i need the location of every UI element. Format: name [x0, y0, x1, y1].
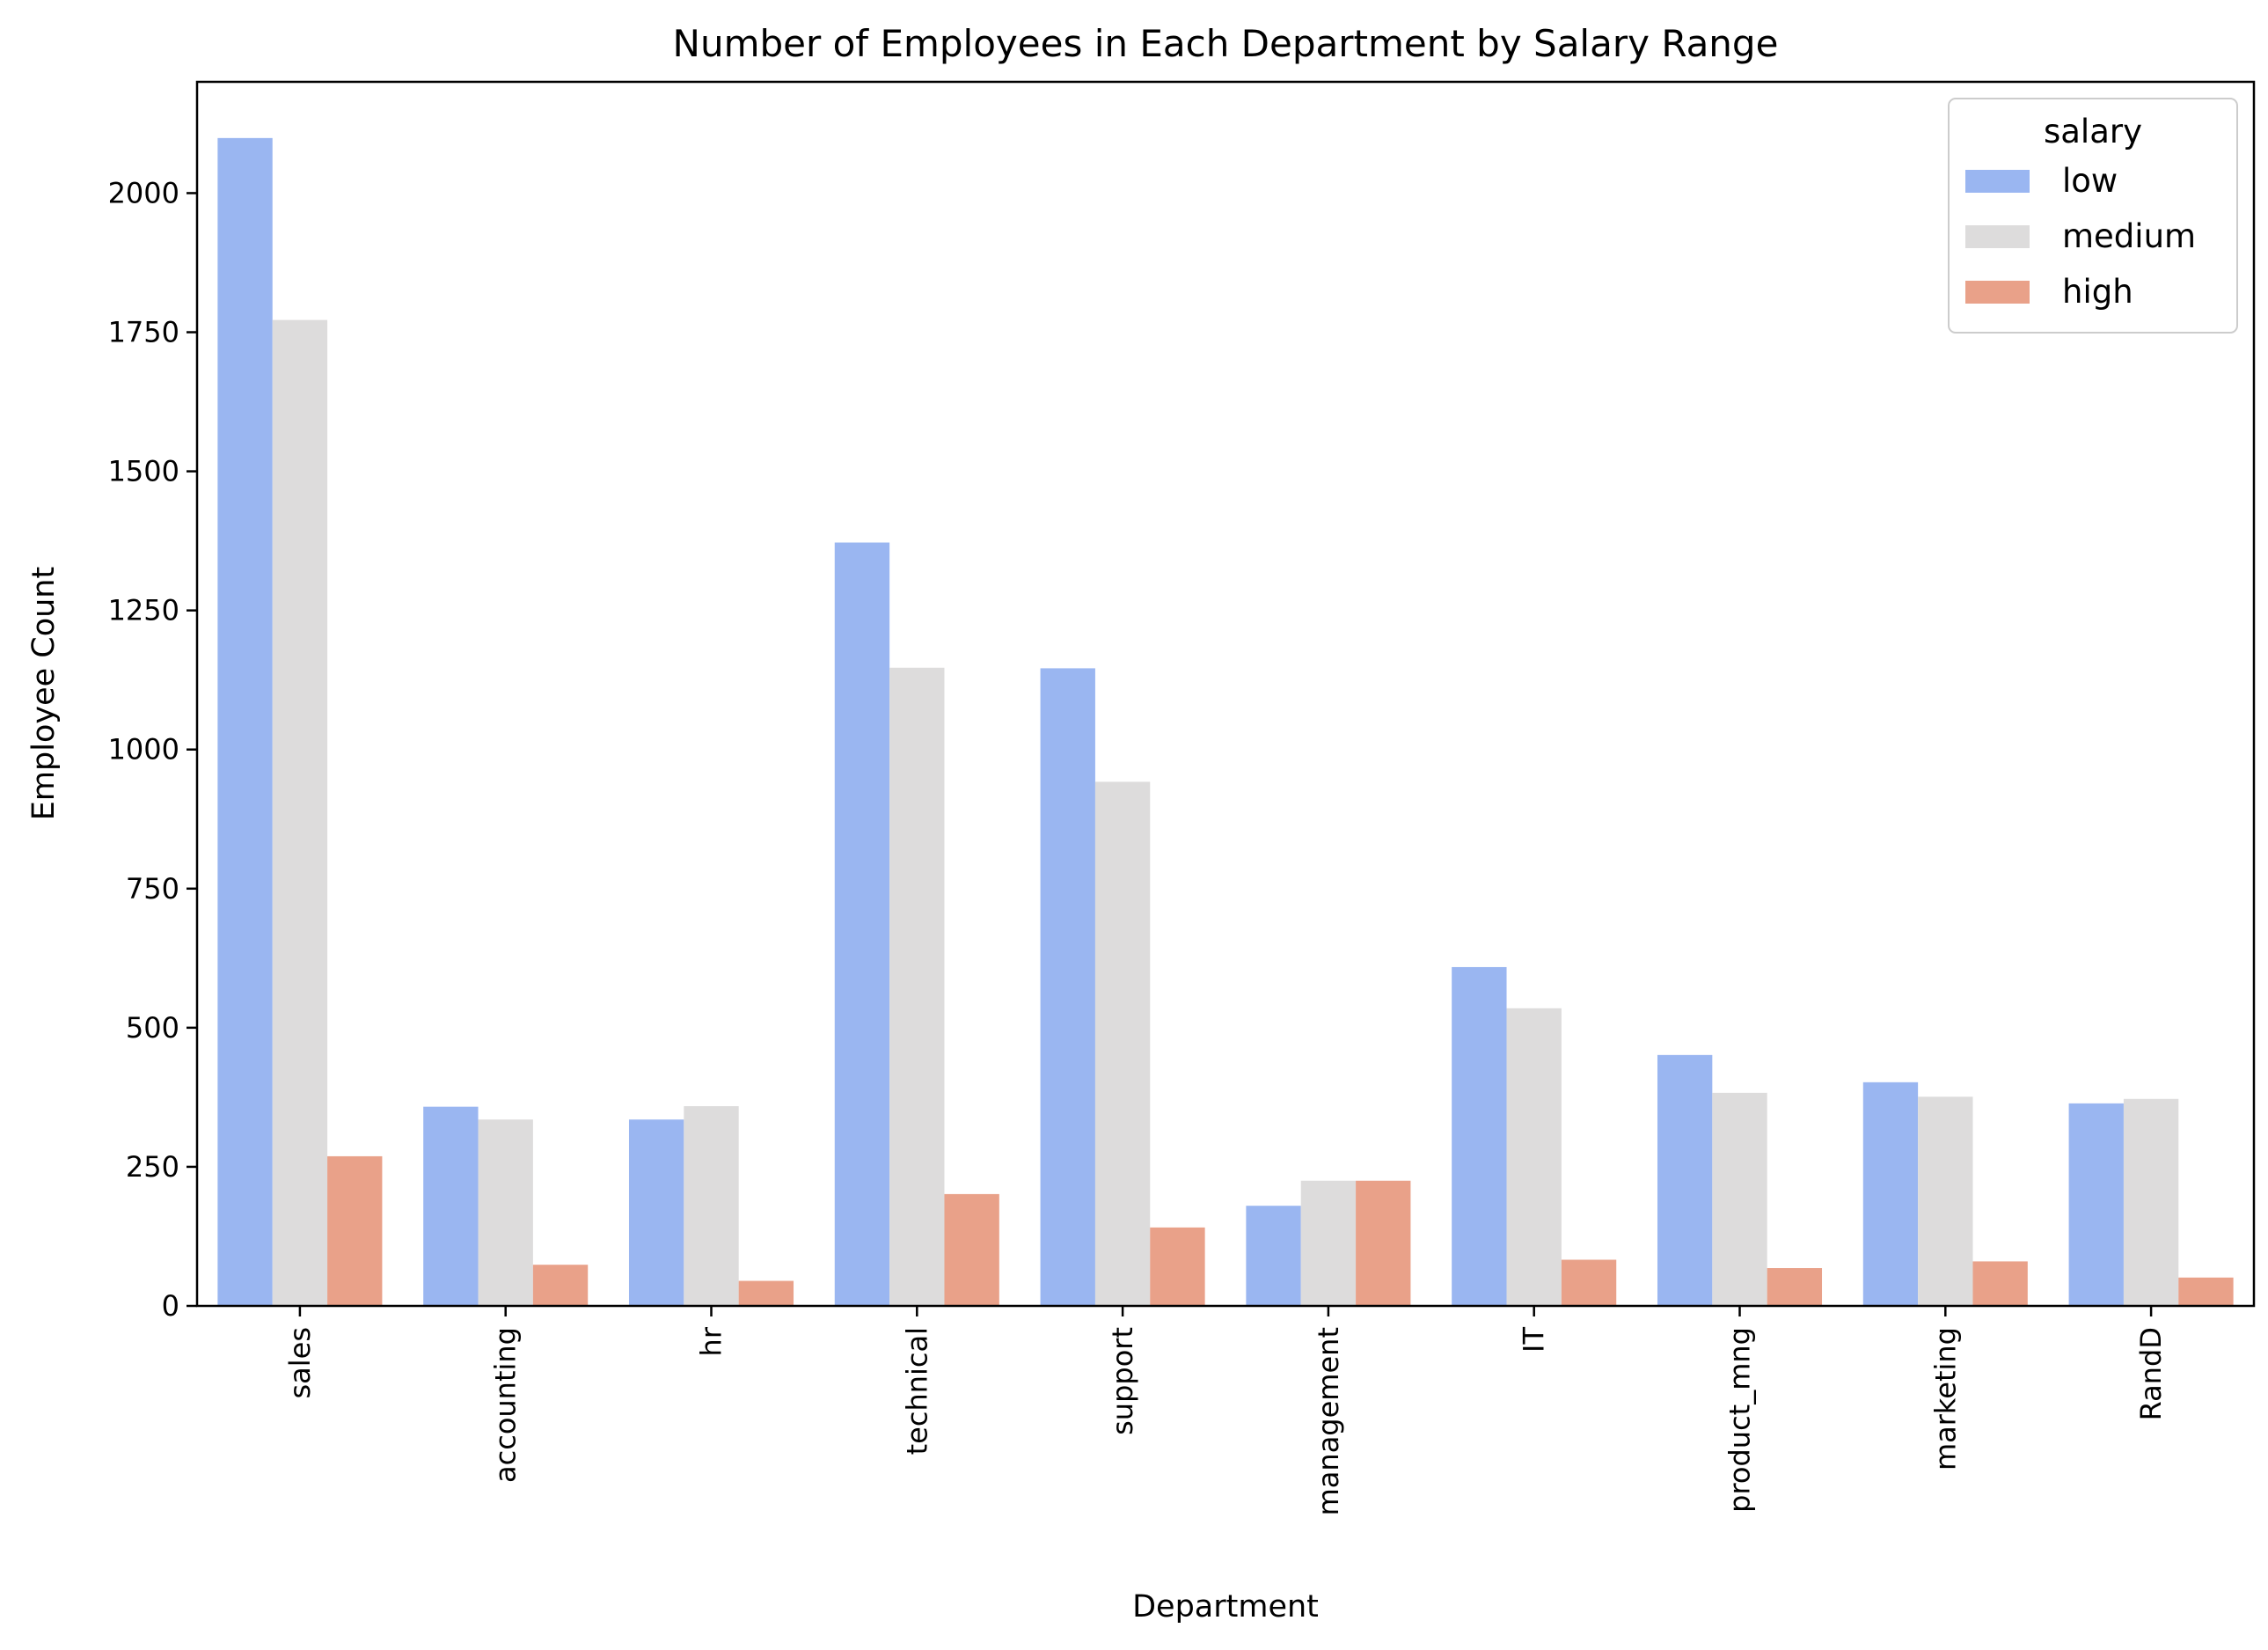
x-tick-label-hr: hr [695, 1326, 728, 1356]
y-tick-label: 1000 [108, 733, 179, 766]
chart-title: Number of Employees in Each Department b… [673, 22, 1779, 65]
y-tick-label: 1250 [108, 594, 179, 627]
y-axis-title: Employee Count [26, 567, 62, 820]
bar-technical-high [944, 1193, 999, 1306]
x-tick-label-product-mng: product_mng [1723, 1327, 1757, 1513]
bar-technical-low [834, 542, 890, 1306]
legend-label-low: low [2062, 162, 2118, 200]
bar-sales-low [217, 137, 273, 1307]
x-axis-ticks: sales accounting hr technical support managem… [283, 1306, 2168, 1515]
bar-marketing-medium [1918, 1096, 1973, 1306]
legend-entries: low medium high [1965, 162, 2196, 311]
bar-randd-medium [2123, 1098, 2179, 1306]
bar-accounting-medium [478, 1119, 533, 1306]
y-tick-label: 500 [126, 1011, 179, 1045]
bar-randd-low [2068, 1103, 2124, 1306]
bar-accounting-low [423, 1106, 479, 1306]
bar-support-high [1150, 1227, 1205, 1306]
x-tick-label-marketing: marketing [1928, 1327, 1962, 1470]
x-tick-label-accounting: accounting [489, 1327, 523, 1483]
legend-swatch-high [1965, 281, 2030, 304]
legend-swatch-low [1965, 170, 2030, 193]
bar-accounting-high [532, 1265, 589, 1306]
bar-support-medium [1094, 781, 1151, 1306]
legend-swatch-medium [1965, 225, 2030, 248]
bar-randd-high [2178, 1277, 2234, 1306]
bar-marketing-high [1972, 1261, 2028, 1306]
legend: salary low medium high [1948, 98, 2238, 334]
y-tick-label: 2000 [108, 176, 179, 209]
legend-box [1948, 98, 2238, 334]
legend-label-high: high [2062, 273, 2133, 311]
y-tick-label: 1750 [108, 316, 179, 349]
bar-sales-medium [272, 319, 328, 1306]
plot-frame [195, 80, 2256, 1308]
bar-it-low [1452, 966, 1507, 1306]
bar-technical-medium [889, 667, 945, 1306]
bar-hr-high [738, 1280, 794, 1306]
bar-product-mng-low [1657, 1054, 1713, 1306]
bar-sales-high [327, 1155, 383, 1306]
bar-product-mng-medium [1712, 1092, 1767, 1306]
y-axis-ticks: 0 250 500 750 1000 1250 1500 1750 2000 [108, 176, 197, 1323]
x-tick-label-it: IT [1518, 1327, 1551, 1353]
bar-management-high [1356, 1180, 1411, 1306]
bar-hr-low [628, 1119, 684, 1306]
x-tick-label-management: management [1312, 1327, 1345, 1515]
bar-it-high [1561, 1259, 1617, 1306]
x-tick-label-randd: RandD [2134, 1327, 2168, 1420]
legend-label-medium: medium [2062, 217, 2196, 255]
bar-marketing-low [1862, 1082, 1919, 1306]
bar-hr-medium [684, 1106, 739, 1306]
bar-management-low [1246, 1206, 1301, 1306]
legend-title: salary [2044, 113, 2142, 150]
bar-management-medium [1300, 1180, 1357, 1306]
bar-product-mng-high [1767, 1268, 1823, 1306]
x-tick-label-support: support [1106, 1327, 1139, 1435]
x-tick-label-technical: technical [900, 1327, 933, 1455]
y-tick-label: 750 [126, 872, 179, 906]
y-tick-label: 1500 [108, 455, 179, 488]
bars-group [217, 137, 2234, 1307]
y-tick-label: 250 [126, 1150, 179, 1184]
bar-support-low [1040, 668, 1095, 1306]
x-axis-title: Department [1132, 1589, 1319, 1624]
x-tick-label-sales: sales [283, 1327, 317, 1399]
y-tick-label: 0 [162, 1289, 179, 1323]
bar-it-medium [1506, 1008, 1562, 1306]
